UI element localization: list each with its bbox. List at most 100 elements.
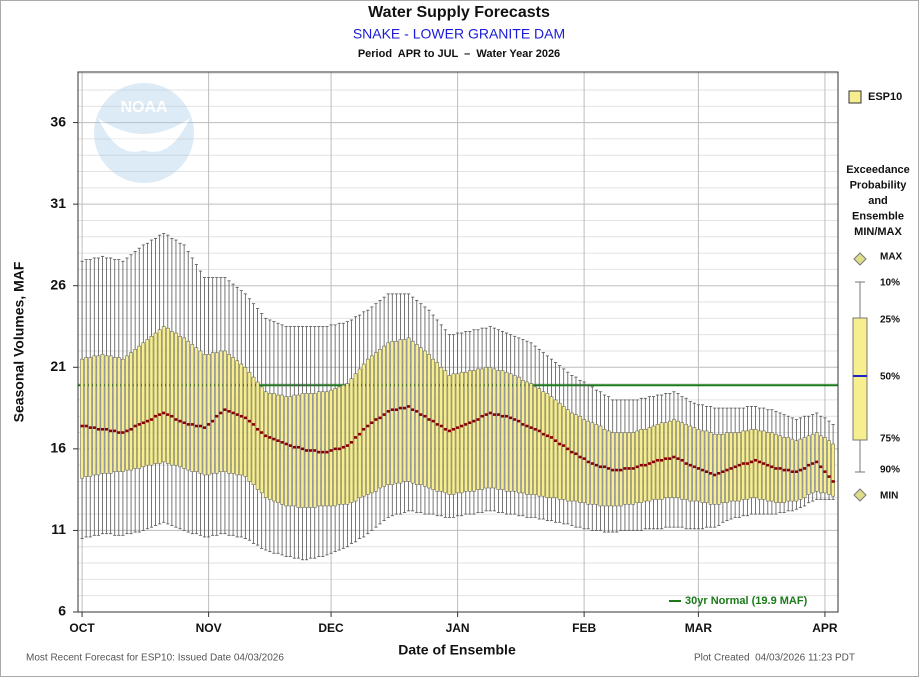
box [198, 350, 203, 474]
median [762, 462, 766, 465]
median [553, 439, 558, 443]
box [721, 433, 725, 503]
median [345, 444, 349, 447]
median [782, 468, 786, 472]
median [770, 465, 774, 469]
box [288, 396, 293, 507]
median [578, 455, 582, 459]
median [129, 427, 133, 431]
legend-key-label: 75% [880, 434, 900, 445]
x-axis-label: Date of Ensemble [398, 642, 516, 658]
box [182, 337, 186, 469]
median [215, 414, 219, 418]
box [574, 414, 578, 502]
median [162, 411, 166, 415]
box [549, 396, 554, 499]
median [794, 470, 798, 473]
box [414, 344, 419, 485]
median [198, 424, 203, 428]
median [729, 467, 733, 470]
median [627, 467, 631, 470]
median [696, 467, 700, 470]
box [231, 357, 235, 474]
box [467, 370, 472, 492]
median [639, 463, 643, 467]
legend-title: Ensemble [852, 210, 904, 222]
box [504, 371, 509, 492]
median [443, 427, 447, 431]
box [480, 368, 484, 490]
box [259, 386, 264, 494]
median [104, 427, 109, 431]
box [129, 352, 133, 471]
median [329, 449, 333, 452]
box [370, 355, 374, 494]
box [239, 363, 244, 476]
box [329, 389, 333, 507]
box [790, 438, 795, 502]
box [210, 352, 215, 474]
median [109, 429, 113, 433]
box [165, 327, 170, 464]
median [321, 450, 325, 454]
legend-key-label: 50% [880, 372, 900, 383]
box [153, 332, 158, 464]
median [439, 424, 443, 428]
box [321, 391, 325, 507]
box [765, 432, 770, 502]
y-tick-label: 11 [51, 521, 66, 537]
median [121, 431, 125, 434]
median [292, 445, 296, 449]
legend-title: and [868, 195, 888, 207]
box [484, 367, 489, 489]
median [451, 427, 456, 431]
median [333, 447, 337, 451]
median [219, 411, 223, 415]
box [557, 402, 562, 500]
box [525, 381, 529, 495]
box [827, 440, 831, 495]
median [513, 418, 517, 421]
median [709, 472, 713, 475]
footer-right: Plot Created 04/03/2026 11:23 PDT [694, 653, 855, 664]
box [819, 435, 823, 494]
median [456, 426, 460, 429]
y-tick-label: 21 [50, 358, 66, 374]
normal-label: 30yr Normal (19.9 MAF) [685, 595, 808, 607]
median [635, 465, 639, 469]
box [427, 353, 431, 489]
median [398, 406, 403, 410]
logo: NOAA [94, 83, 194, 183]
box [341, 384, 346, 505]
box [451, 373, 456, 495]
box [382, 345, 386, 487]
box [459, 371, 464, 494]
box [386, 342, 391, 485]
box [96, 355, 101, 476]
box [500, 370, 505, 490]
x-tick-label: OCT [69, 621, 95, 635]
legend-key-label: 10% [880, 278, 900, 289]
median [660, 458, 664, 462]
median [758, 460, 762, 464]
box [100, 353, 105, 474]
box [267, 393, 272, 500]
median [80, 424, 84, 428]
median [721, 470, 725, 473]
box [157, 329, 162, 464]
box [251, 376, 256, 485]
median [390, 408, 394, 412]
box [84, 357, 89, 477]
median [480, 414, 484, 418]
median [823, 470, 827, 473]
median [370, 421, 374, 425]
median [496, 413, 500, 416]
median [737, 463, 741, 467]
median [631, 467, 635, 470]
median [231, 411, 235, 415]
box [92, 355, 97, 476]
box [406, 337, 411, 482]
legend-diamond [853, 488, 867, 502]
box [423, 350, 427, 487]
box [116, 357, 121, 472]
